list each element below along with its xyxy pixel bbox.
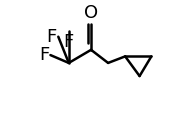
Text: F: F [39, 46, 49, 64]
Text: F: F [64, 33, 74, 51]
Text: O: O [84, 4, 98, 22]
Text: F: F [47, 28, 57, 46]
